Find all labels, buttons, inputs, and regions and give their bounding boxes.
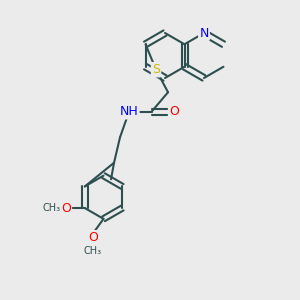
Text: O: O [169,105,179,118]
Text: O: O [88,231,98,244]
Text: NH: NH [120,105,138,118]
Text: O: O [61,202,71,214]
Text: S: S [152,63,160,76]
Text: CH₃: CH₃ [43,203,61,213]
Text: CH₃: CH₃ [84,246,102,256]
Text: N: N [199,26,209,40]
